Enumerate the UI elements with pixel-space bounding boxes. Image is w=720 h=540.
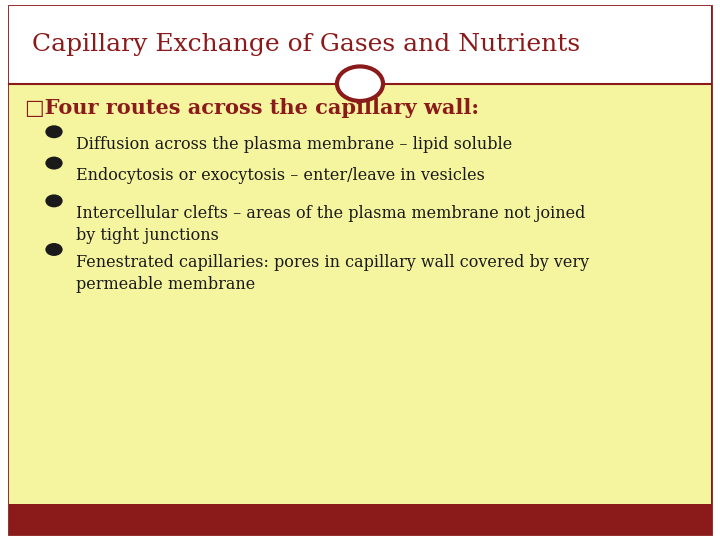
Circle shape [45,194,63,207]
Circle shape [45,125,63,138]
Text: Capillary Exchange of Gases and Nutrients: Capillary Exchange of Gases and Nutrient… [32,33,580,56]
Text: Fenestrated capillaries: pores in capillary wall covered by very
permeable membr: Fenestrated capillaries: pores in capill… [76,254,589,293]
FancyBboxPatch shape [9,6,711,84]
Text: Intercellular clefts – areas of the plasma membrane not joined
by tight junction: Intercellular clefts – areas of the plas… [76,205,585,245]
Text: □Four routes across the capillary wall:: □Four routes across the capillary wall: [25,98,480,118]
FancyBboxPatch shape [9,504,711,534]
FancyBboxPatch shape [9,6,711,534]
Text: Endocytosis or exocytosis – enter/leave in vesicles: Endocytosis or exocytosis – enter/leave … [76,167,485,184]
FancyBboxPatch shape [9,84,711,504]
Text: Diffusion across the plasma membrane – lipid soluble: Diffusion across the plasma membrane – l… [76,136,512,153]
Circle shape [45,243,63,256]
Circle shape [45,157,63,170]
Circle shape [337,66,383,101]
